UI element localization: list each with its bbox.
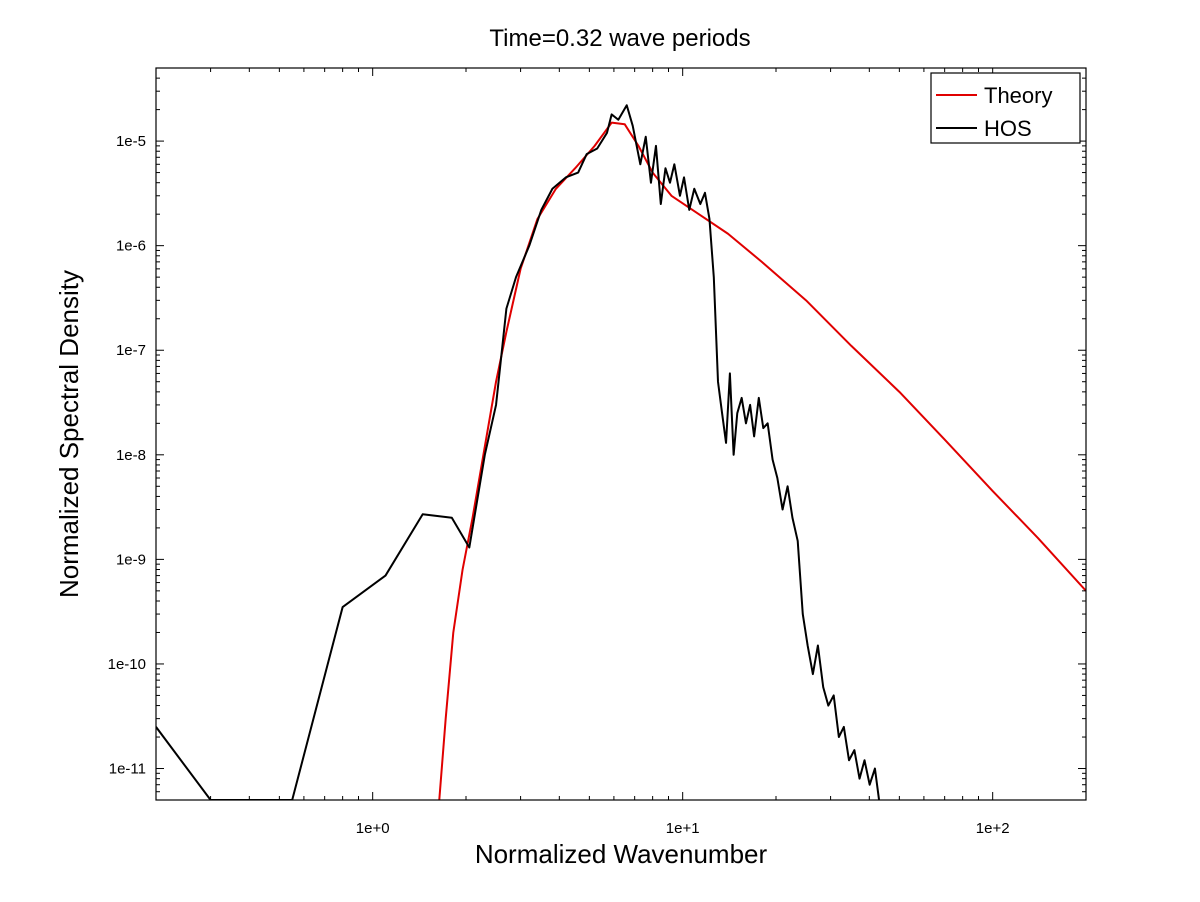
x-tick-label: 1e+2 — [976, 820, 1010, 837]
legend: Theory HOS — [930, 72, 1081, 144]
series-line-theory — [438, 121, 1086, 800]
x-tick-label: 1e+0 — [356, 820, 390, 837]
series-layer — [156, 104, 1086, 800]
y-axis-title: Normalized Spectral Density — [54, 270, 84, 598]
legend-label-theory: Theory — [984, 83, 1052, 108]
x-axis-title: Normalized Wavenumber — [475, 839, 768, 869]
y-tick-label: 1e-11 — [109, 761, 146, 778]
chart-title: Time=0.32 wave periods — [489, 25, 750, 52]
y-tick-label: 1e-10 — [108, 656, 146, 673]
x-tick-label: 1e+1 — [666, 820, 700, 837]
y-tick-label: 1e-6 — [116, 238, 146, 255]
y-tick-label: 1e-9 — [116, 551, 146, 568]
legend-box — [930, 72, 1081, 144]
ticks-layer: 1e+0 1e+1 1e+2 1e-11 1e-10 1e-9 1e-8 1e-7 1e-6 1e… — [108, 67, 1087, 837]
y-tick-label: 1e-5 — [116, 133, 146, 150]
y-tick-label: 1e-7 — [116, 342, 146, 359]
series-line-hos — [156, 104, 881, 800]
plot-frame — [155, 67, 1087, 801]
y-tick-label: 1e-8 — [116, 447, 146, 464]
legend-label-hos: HOS — [984, 116, 1032, 141]
